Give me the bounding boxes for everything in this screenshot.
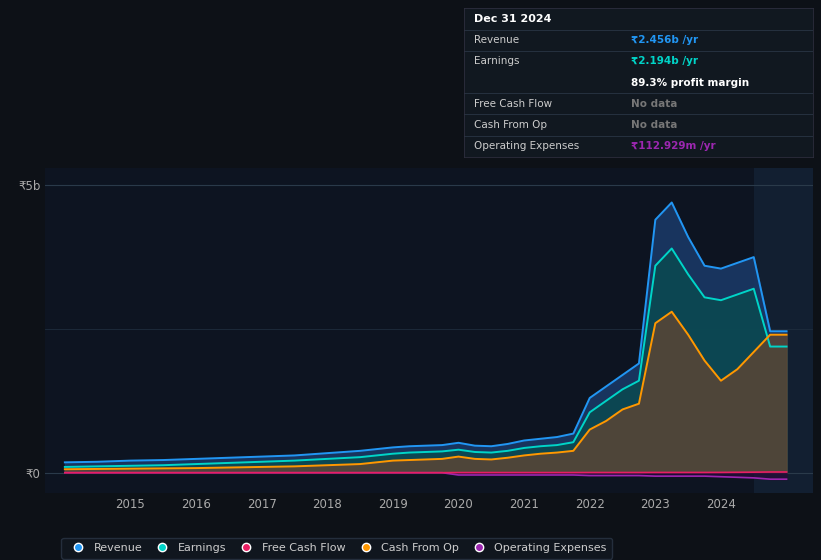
Text: No data: No data xyxy=(631,99,677,109)
Text: Earnings: Earnings xyxy=(475,57,520,67)
Text: Revenue: Revenue xyxy=(475,35,520,45)
Text: Operating Expenses: Operating Expenses xyxy=(475,141,580,151)
Text: ₹2.194b /yr: ₹2.194b /yr xyxy=(631,57,699,67)
Legend: Revenue, Earnings, Free Cash Flow, Cash From Op, Operating Expenses: Revenue, Earnings, Free Cash Flow, Cash … xyxy=(62,538,612,559)
Text: Free Cash Flow: Free Cash Flow xyxy=(475,99,553,109)
Text: ₹2.456b /yr: ₹2.456b /yr xyxy=(631,35,699,45)
Text: No data: No data xyxy=(631,120,677,130)
Text: ₹112.929m /yr: ₹112.929m /yr xyxy=(631,141,716,151)
Text: 89.3% profit margin: 89.3% profit margin xyxy=(631,78,750,87)
Text: Cash From Op: Cash From Op xyxy=(475,120,548,130)
Bar xyxy=(754,168,813,493)
Text: Dec 31 2024: Dec 31 2024 xyxy=(475,14,552,24)
